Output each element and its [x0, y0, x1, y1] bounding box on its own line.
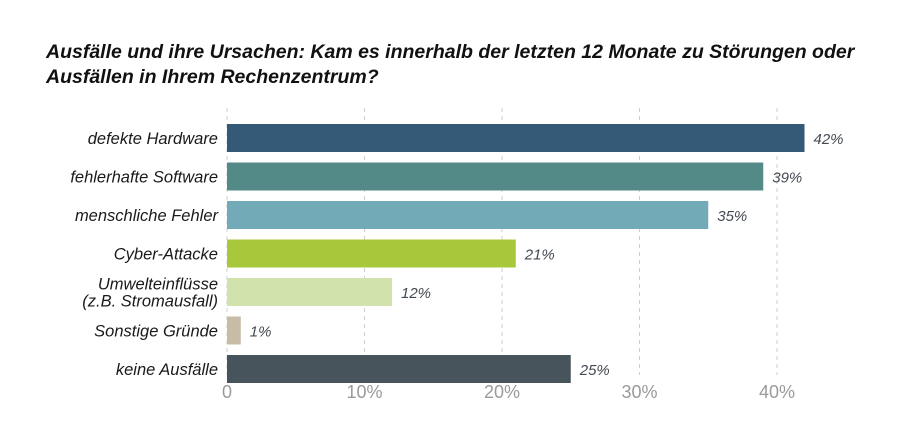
category-label: (z.B. Stromausfall)	[82, 293, 218, 311]
value-label: 39%	[772, 170, 802, 187]
value-label: 12%	[401, 285, 431, 302]
x-axis-ticks: 0 10% 20% 30% 40%	[222, 382, 795, 402]
bar	[227, 316, 241, 345]
x-tick-label: 20%	[484, 382, 520, 402]
value-label: 42%	[814, 131, 844, 148]
value-label: 1%	[250, 324, 272, 341]
x-tick-label: 40%	[759, 382, 795, 402]
chart-title: Ausfälle und ihre Ursachen: Kam es inner…	[46, 41, 855, 88]
bar	[227, 201, 709, 229]
bar	[227, 124, 805, 152]
category-label: fehlerhafte Software	[70, 169, 218, 187]
bar	[227, 355, 571, 383]
x-tick-label: 10%	[346, 382, 382, 402]
category-label: Sonstige Gründe	[94, 323, 218, 341]
value-label: 25%	[579, 362, 610, 379]
category-labels: defekte Hardware fehlerhafte Software mens…	[70, 130, 219, 379]
x-tick-label: 30%	[621, 382, 657, 402]
value-labels: 42% 39% 35% 21% 12% 1% 25%	[250, 131, 844, 379]
bars	[227, 124, 805, 383]
bar	[227, 239, 516, 268]
bar	[227, 278, 392, 306]
category-label: menschliche Fehler	[75, 207, 220, 225]
bar	[227, 162, 764, 191]
category-label: defekte Hardware	[88, 130, 218, 148]
category-label: Cyber-Attacke	[114, 246, 218, 264]
x-tick-label: 0	[222, 382, 232, 402]
value-label: 21%	[524, 247, 555, 264]
category-label: keine Ausfälle	[116, 361, 218, 379]
category-label: Umwelteinflüsse	[98, 276, 218, 294]
value-label: 35%	[717, 208, 747, 225]
